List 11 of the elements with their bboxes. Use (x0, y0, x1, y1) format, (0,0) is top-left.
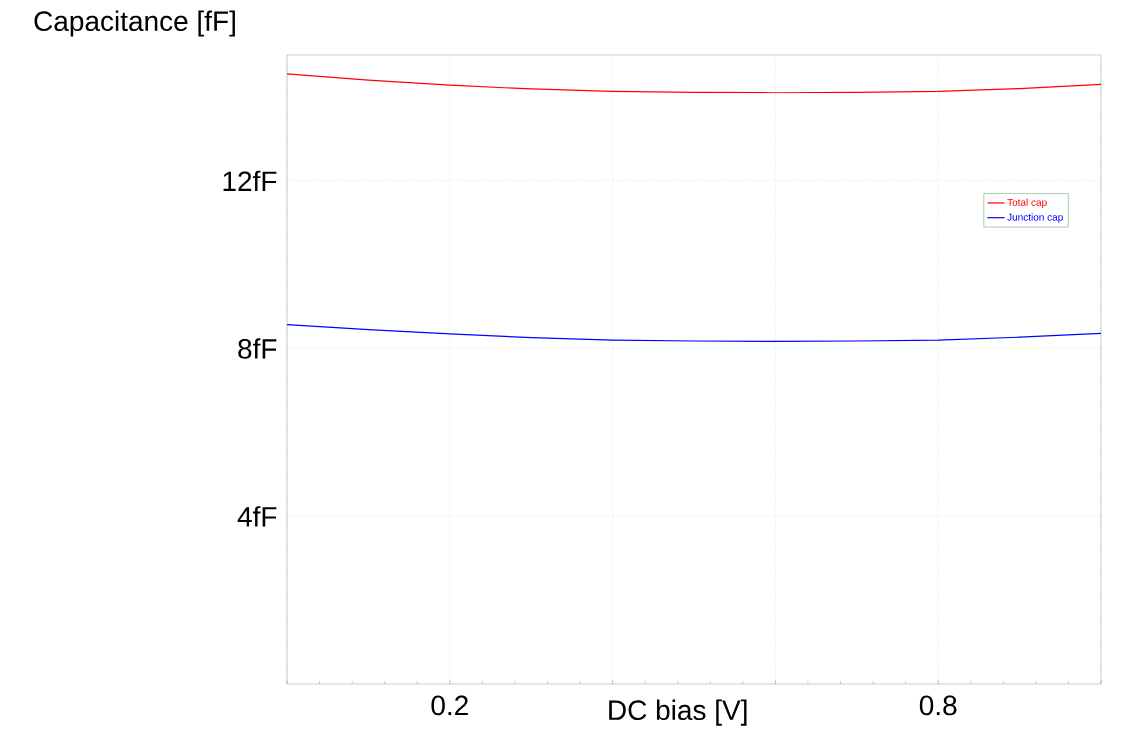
y-tick-label: 12fF (223, 170, 277, 191)
x-tick-label: 0.8 (919, 695, 957, 716)
line-series (287, 73, 1102, 94)
line-series (287, 324, 1102, 342)
y-tick-label: 4fF (237, 506, 277, 527)
y-tick-label: 8fF (238, 338, 277, 359)
legend-label: Total cap (1007, 198, 1047, 208)
x-tick-label: 0.2 (431, 695, 468, 716)
x-axis-title: DC bias [V] (609, 699, 747, 726)
legend-label: Junction cap (1007, 213, 1063, 223)
y-axis-title: Capacitance [fF] (34, 10, 235, 37)
